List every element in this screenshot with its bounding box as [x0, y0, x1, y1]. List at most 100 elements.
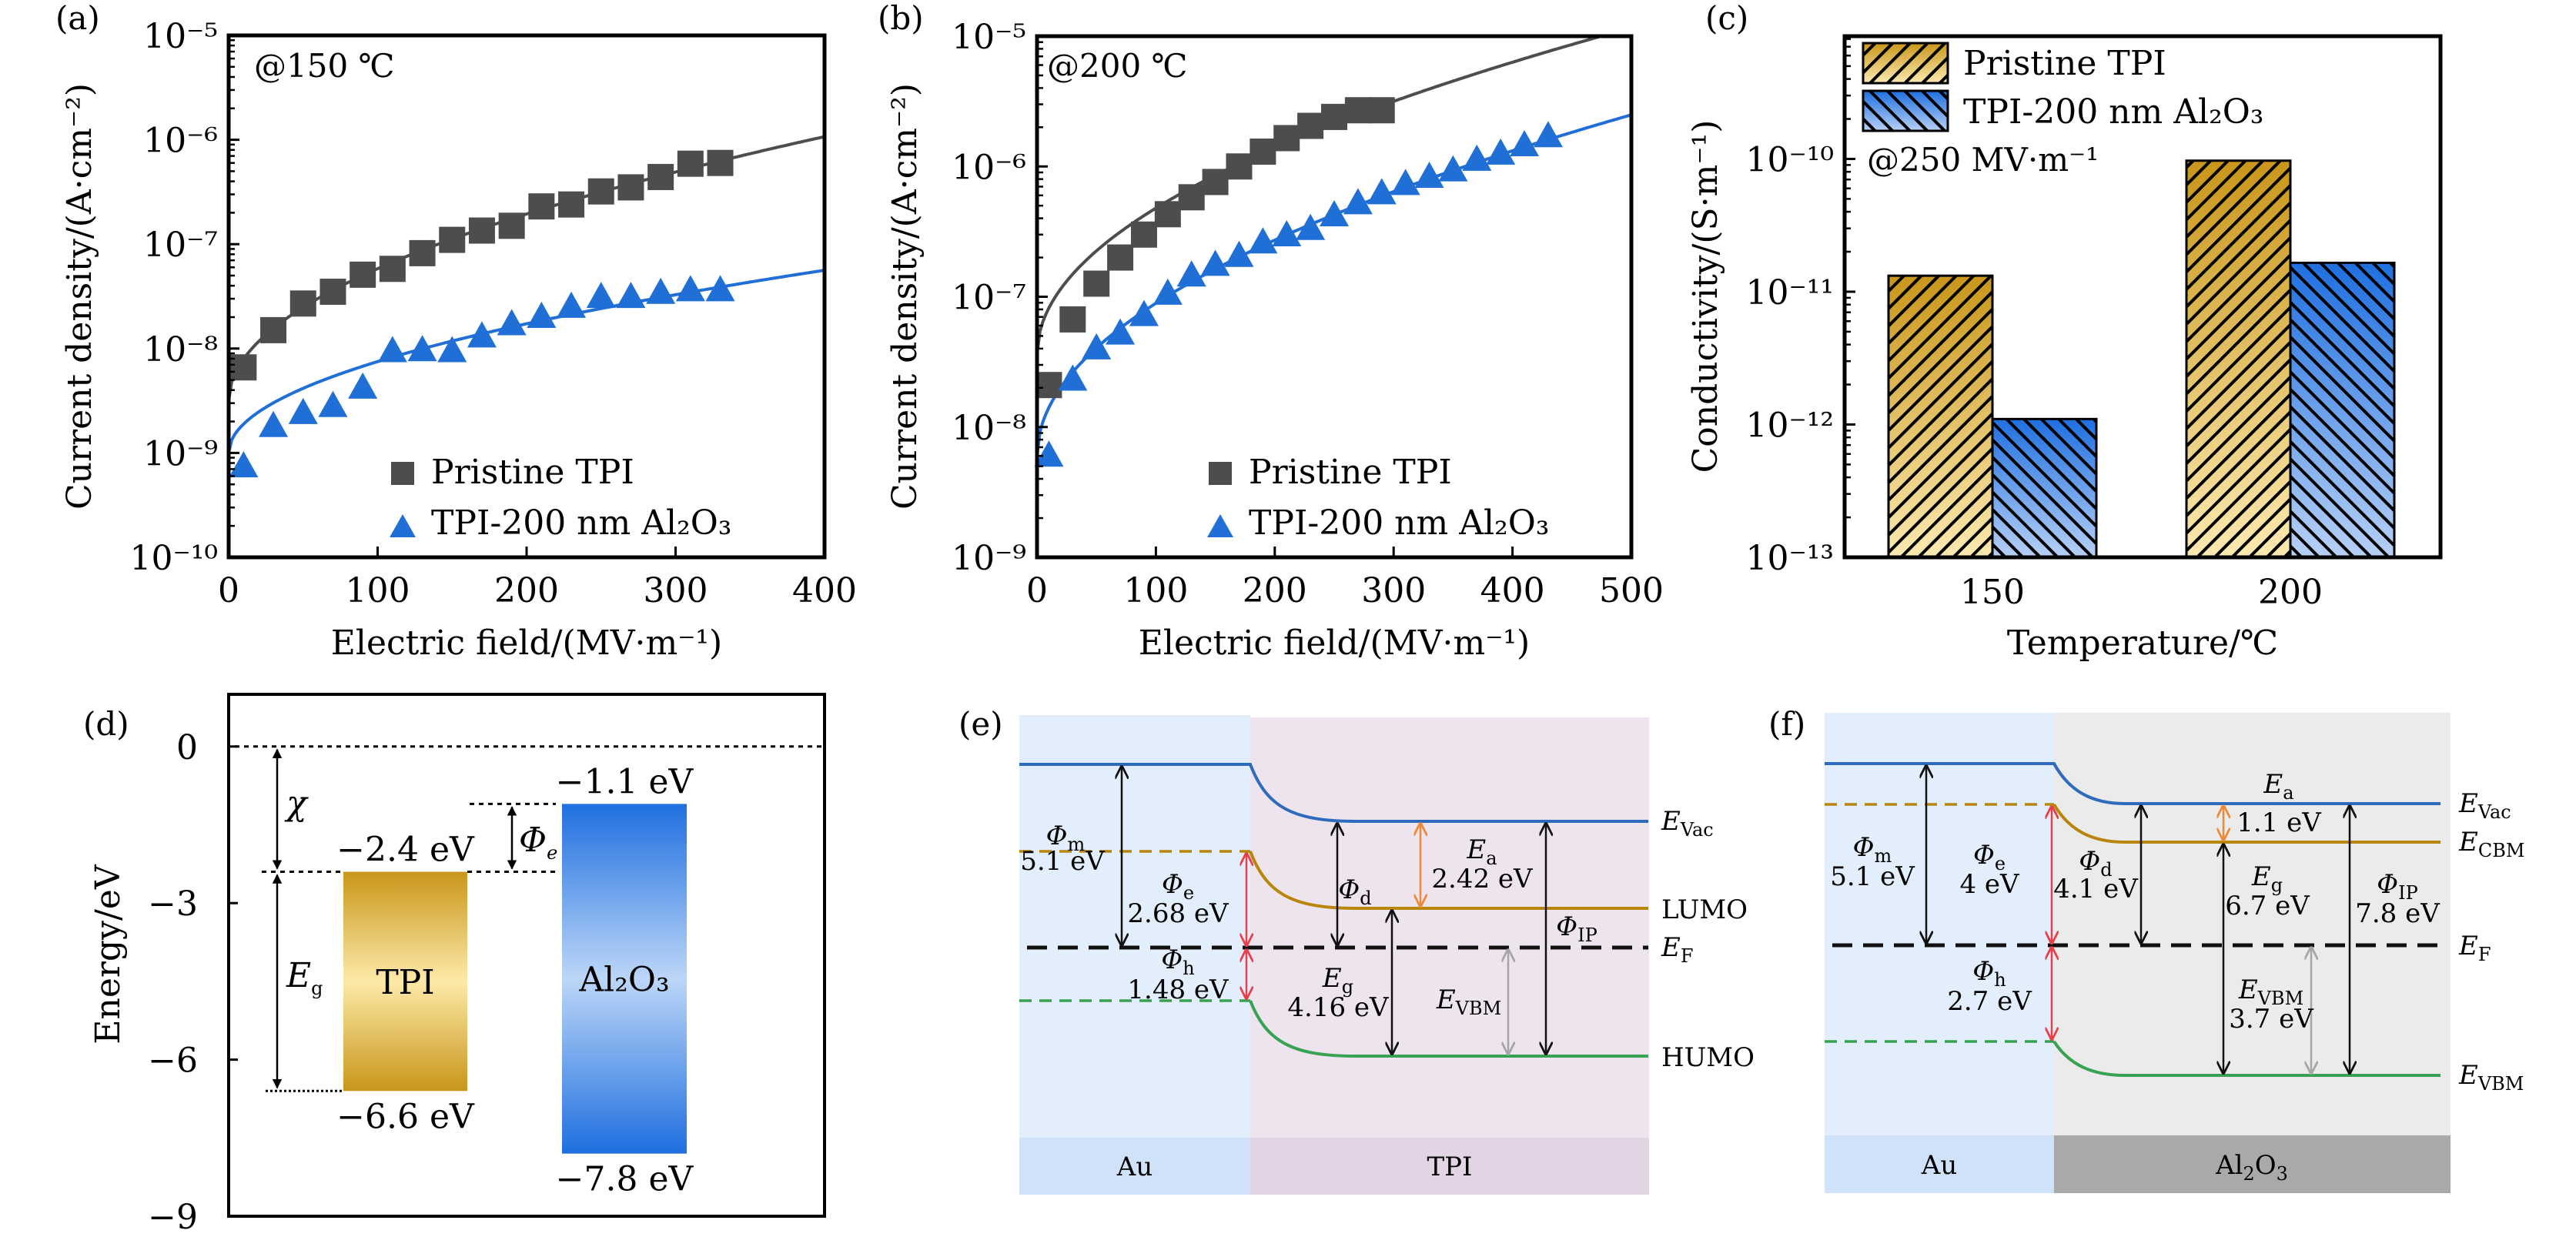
ytick-label: 10⁻⁹: [952, 539, 1026, 578]
phi-d-label-subscript: d: [2100, 859, 2112, 881]
phi-ip-label-subscript: IP: [1577, 924, 1597, 946]
data-point-triangle: [1176, 260, 1206, 287]
cbm-label: ECBM: [2458, 827, 2524, 861]
data-point-triangle: [259, 410, 289, 437]
panel-b-xticks: 0 100 200 300 400 500: [1026, 547, 1664, 610]
e-g-value: 6.7 eV: [2225, 891, 2310, 921]
ytick-label: 10⁻⁶: [952, 148, 1026, 187]
panel-d-energy-levels: TPI −2.4 eV −6.6 eV Al₂O₃ −1.1 eV −7.8 eV χ Eg Φ…: [89, 693, 826, 1237]
data-point-triangle: [1367, 178, 1397, 205]
e-a-value: 1.1 eV: [2236, 807, 2322, 838]
vbm-label-subscript: VBM: [2477, 1073, 2524, 1095]
phi-d-label: Φd: [2079, 846, 2112, 881]
band-name-tpi: TPI: [376, 963, 434, 1002]
phi-m-label: Φm: [1046, 821, 1086, 855]
legend-square-marker-icon: [391, 462, 414, 485]
data-point-triangle: [1320, 200, 1349, 227]
data-point-triangle: [1200, 249, 1230, 276]
humo-level-line: [1249, 1000, 1648, 1058]
data-point-square: [409, 239, 436, 266]
ytick-label: 10⁻¹²: [1746, 406, 1835, 445]
data-point-triangle: [1248, 227, 1278, 254]
phi-d-label-symbol: Φ: [1338, 874, 1360, 905]
au-band: [1019, 1138, 1250, 1195]
data-point-square: [1130, 221, 1157, 248]
region-label-tpi: TPI: [1427, 1152, 1473, 1182]
data-point-triangle: [1224, 240, 1254, 267]
panel-d-ylabel: Energy/eV: [89, 864, 128, 1044]
phi-d-value: 4.1 eV: [2053, 874, 2139, 904]
ytick-label: −6: [148, 1041, 198, 1081]
evac-level-line: [1019, 763, 1648, 823]
eg-label: Eg: [286, 956, 323, 999]
e-g-value: 4.16 eV: [1287, 992, 1390, 1023]
vbm-label-symbol: E: [2458, 1060, 2478, 1091]
xtick-label: 150: [1960, 573, 2025, 612]
data-point-square: [260, 316, 287, 343]
panel-label-e: (e): [958, 705, 1003, 743]
xtick-label: 300: [1361, 571, 1426, 610]
ytick-label: 10⁻⁵: [952, 18, 1026, 57]
data-point-square: [1083, 270, 1110, 297]
panel-b-yticks: 10⁻⁹ 10⁻⁸ 10⁻⁷ 10⁻⁶ 10⁻⁵: [952, 18, 1048, 578]
ytick-label: −9: [148, 1198, 198, 1237]
panel-c-legend: Pristine TPI TPI-200 nm Al₂O₃: [1862, 42, 2263, 132]
phi-e-label-subscript: e: [1995, 853, 2006, 874]
data-point-triangle: [437, 336, 467, 363]
panel-c-xlabel: Temperature/℃: [2007, 624, 2278, 663]
panel-label-c: (c): [1705, 0, 1748, 37]
ytick-label: 10⁻⁷: [952, 279, 1026, 318]
data-point-triangle: [705, 275, 735, 302]
ytick-label: 10⁻⁸: [952, 409, 1026, 448]
phi-m-value: 5.1 eV: [1020, 846, 1106, 877]
data-point-triangle: [1034, 440, 1064, 467]
cbm-label-subscript: CBM: [2478, 840, 2525, 861]
panel-a-temperature-annotation: @150 ℃: [254, 47, 395, 85]
e-g-label-subscript: g: [1342, 976, 1353, 998]
ef-label-subscript: F: [1681, 945, 1694, 967]
region-label-al2o3: Al2O3: [2215, 1150, 2288, 1185]
data-point-square: [1273, 125, 1300, 152]
data-point-triangle: [586, 282, 616, 309]
phi-ip-value: 7.8 eV: [2355, 898, 2441, 929]
phi-ip-label: ΦIP: [2377, 869, 2418, 904]
panel-c-ylabel: Conductivity/(S·m⁻¹): [1686, 120, 1725, 473]
data-point-triangle: [1343, 188, 1373, 215]
phi-d-label: Φd: [1338, 874, 1371, 909]
data-point-square: [379, 256, 406, 283]
data-point-triangle: [1533, 121, 1563, 148]
xtick-label: 100: [1123, 571, 1188, 610]
bar-hatch-pristine-200: [2185, 159, 2292, 559]
data-point-square: [439, 226, 466, 253]
data-point-triangle: [288, 397, 318, 424]
data-point-triangle: [467, 321, 497, 348]
phi-d-label-subscript: d: [1360, 888, 1371, 909]
phi-m-label-subscript: m: [1875, 845, 1892, 867]
phi-m-label-subscript: m: [1068, 834, 1086, 855]
phi-e-value: 4 eV: [1959, 869, 2020, 900]
data-point-square: [1226, 153, 1253, 180]
phi-e-subscript: e: [547, 842, 557, 864]
data-point-square: [587, 178, 614, 205]
phi-h-label-subscript: h: [1994, 969, 2006, 991]
xtick-label: 200: [2258, 573, 2323, 612]
data-point-triangle: [348, 372, 378, 399]
data-point-triangle: [1153, 278, 1183, 305]
data-point-triangle: [1510, 129, 1540, 156]
data-point-triangle: [1296, 213, 1326, 240]
ytick-label: 10⁻¹¹: [1746, 273, 1835, 313]
ytick-label: 10⁻⁵: [143, 17, 218, 56]
panel-c-frame: [1842, 34, 2443, 560]
data-point-square: [1154, 201, 1181, 228]
data-point-square: [707, 149, 734, 176]
ytick-label: −3: [148, 884, 198, 924]
phi-ip-label-symbol: Φ: [2377, 869, 2398, 900]
bar-hatch-pristine-150: [1887, 274, 1994, 559]
panel-b-current-density-200C: 10⁻⁹ 10⁻⁸ 10⁻⁷ 10⁻⁶ 10⁻⁵ 0 100 200 300 400 500 @2…: [885, 18, 1664, 663]
panel-a-xlabel: Electric field/(MV·m⁻¹): [331, 624, 722, 663]
data-point-triangle: [616, 282, 646, 309]
panel-b-temperature-annotation: @200 ℃: [1047, 47, 1188, 85]
